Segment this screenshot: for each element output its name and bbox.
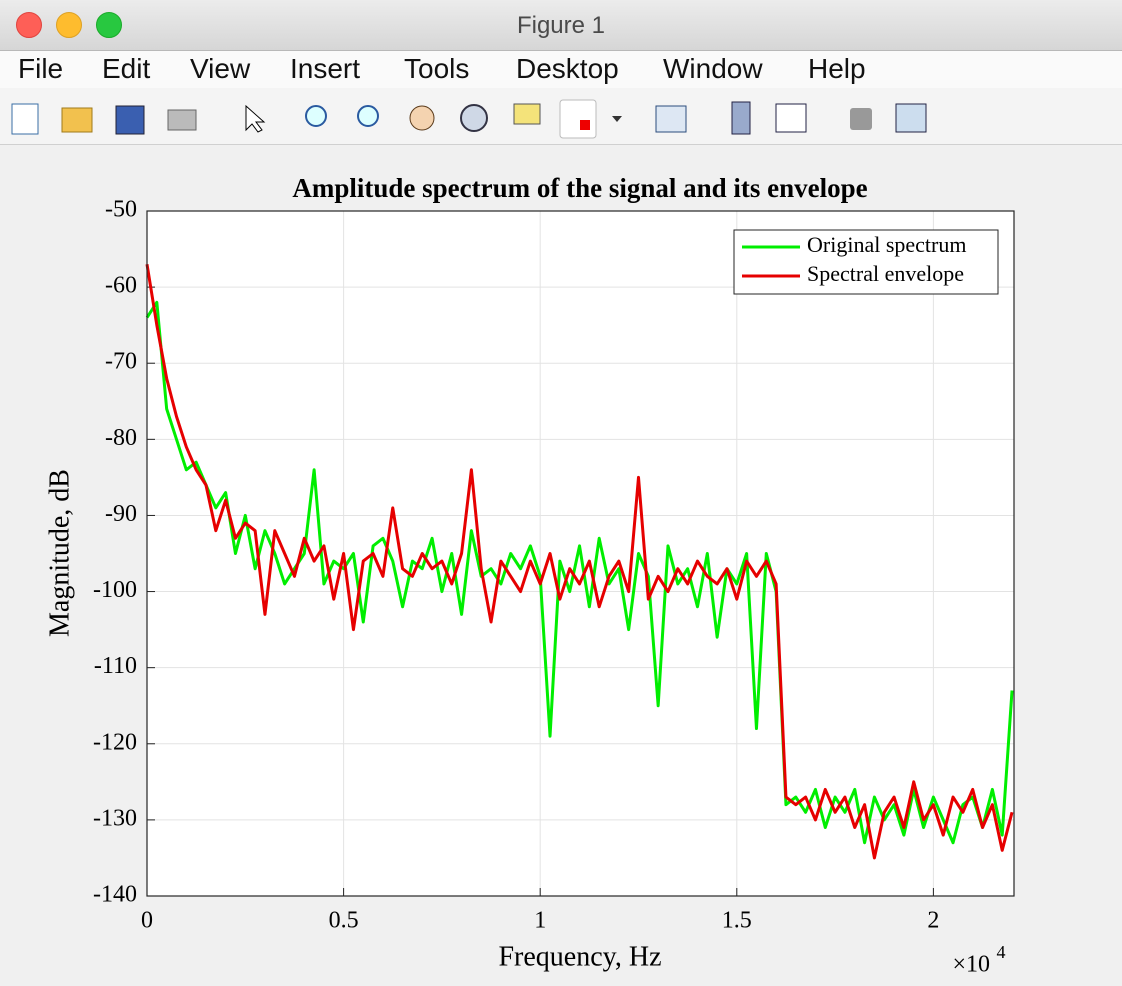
chart: Amplitude spectrum of the signal and its… [44,173,1015,978]
hide-tools-icon[interactable] [850,108,872,130]
y-tick-label: -60 [105,273,137,299]
colorbar-icon[interactable] [731,101,751,135]
legend-label: Original spectrum [807,232,966,257]
menu-item[interactable]: Desktop [516,53,619,84]
zoom-button[interactable] [96,12,122,38]
brush-dropdown[interactable] [612,116,622,122]
menu-item[interactable]: Window [663,53,763,84]
dock-icon[interactable] [895,103,927,133]
menu-item[interactable]: Help [808,53,866,84]
y-tick-label: -110 [94,653,137,679]
new-icon[interactable] [11,103,39,135]
brush-icon[interactable] [559,99,597,139]
title-bar: Figure 1 [0,0,1122,51]
y-tick-label: -120 [93,729,137,755]
close-button[interactable] [16,12,42,38]
pan-icon[interactable] [409,105,435,131]
x-tick-label: 1 [534,908,546,934]
y-tick-label: -90 [105,501,137,527]
x-tick-label: 1.5 [722,908,752,934]
y-tick-label: -130 [93,805,137,831]
menu-item[interactable]: Tools [404,53,470,84]
legend-label: Spectral envelope [807,261,964,286]
data-cursor-icon[interactable] [513,103,541,125]
window-title: Figure 1 [516,12,606,39]
menu-item[interactable]: View [190,53,251,84]
menu-item[interactable]: Insert [290,53,361,84]
y-tick-label: -70 [105,349,137,375]
rotate-icon[interactable] [460,104,488,132]
axes-box [146,210,1015,897]
y-axis-label: Magnitude, dB [44,469,75,637]
zoom-in-icon[interactable] [305,105,327,127]
x-tick-label: 2 [927,908,939,934]
pointer-icon[interactable] [245,104,266,133]
y-tick-label: -140 [93,882,137,908]
y-tick-label: -80 [105,425,137,451]
print-icon[interactable] [167,109,197,131]
menu-item[interactable]: Edit [102,53,151,84]
chart-title: Amplitude spectrum of the signal and its… [292,173,867,203]
legend-box [733,229,999,295]
brush-color [580,120,590,130]
minimize-button[interactable] [56,12,82,38]
x-exponent-power: 4 [997,942,1006,962]
y-tick-label: -50 [105,197,137,223]
x-exponent-base: ×10 [952,952,990,978]
toolbar [0,88,1122,145]
menu-item[interactable]: File [18,53,64,84]
save-icon[interactable] [115,105,145,135]
x-tick-label: 0 [141,908,153,934]
open-icon[interactable] [61,107,93,133]
menu-bar: File Edit View Insert Tools Desktop Wind… [0,51,1122,88]
x-tick-label: 0.5 [329,908,359,934]
zoom-out-icon[interactable] [357,105,379,127]
y-tick-label: -100 [93,577,137,603]
legend-icon[interactable] [775,103,807,133]
x-axis-label: Frequency, Hz [498,941,661,972]
series-line [145,264,1014,860]
link-icon[interactable] [655,105,687,133]
